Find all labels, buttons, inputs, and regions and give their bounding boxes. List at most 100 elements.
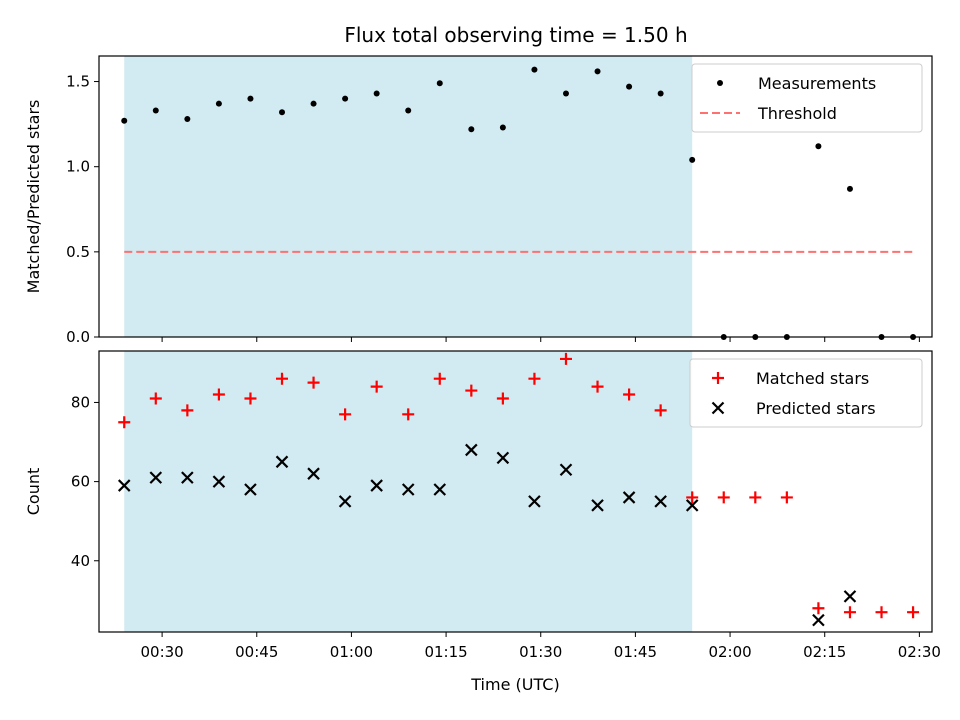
axes-frame [98, 55, 933, 338]
y-tick-label: 1.5 [66, 73, 90, 91]
measurement-point [121, 117, 128, 124]
x-tick-label: 02:15 [803, 643, 846, 661]
measurement-point [468, 126, 475, 133]
axes-frame [98, 350, 933, 633]
measurement-point [499, 124, 506, 131]
matched-star-point [370, 380, 383, 393]
matched-star-point [244, 392, 257, 405]
matched-star-point [339, 408, 352, 421]
y-tick-label: 40 [71, 552, 90, 570]
predicted-star-point [244, 483, 257, 496]
matched-star-point [496, 392, 509, 405]
observing-span-shade [124, 56, 693, 337]
measurement-point [247, 95, 254, 102]
y-axis-label: Count [24, 468, 43, 516]
matched-star-point [591, 380, 604, 393]
matched-star-point [875, 606, 888, 619]
observing-span-shade [124, 351, 693, 632]
x-tick-label: 01:30 [519, 643, 562, 661]
predicted-star-point [843, 590, 857, 603]
measurement-point [436, 80, 443, 87]
matched-star-point [749, 491, 762, 504]
legend-matched-marker [712, 372, 724, 384]
predicted-star-point [181, 471, 194, 484]
measurement-point [279, 109, 286, 116]
measurement-point [310, 100, 317, 107]
matched-star-point [623, 388, 636, 401]
measurement-point [815, 143, 822, 150]
predicted-star-point [433, 483, 447, 496]
top-panel: 0.0 0.5 1.0 1.5 Matched/Predicted stars Measu… [24, 55, 933, 346]
predicted-star-point [496, 451, 510, 465]
y-tick-label: 0.5 [66, 243, 90, 261]
matched-star-point [307, 376, 320, 389]
x-axis-label: Time (UTC) [470, 675, 559, 694]
x-tick-label: 00:45 [235, 643, 278, 661]
predicted-star-point [370, 479, 383, 492]
matched-star-point [528, 372, 541, 385]
series-predicted-stars [117, 443, 857, 627]
matched-star-point [686, 491, 699, 504]
matched-star-point [717, 491, 730, 504]
legend-label: Measurements [758, 74, 876, 93]
matched-star-point [118, 416, 131, 429]
x-tick-label: 01:15 [424, 643, 467, 661]
measurement-point [562, 90, 569, 97]
legend-label: Threshold [757, 104, 837, 123]
measurement-point [405, 107, 412, 114]
predicted-star-point [149, 471, 163, 484]
series-matched-stars [118, 352, 920, 619]
measurement-point [689, 156, 696, 163]
x-tick-label: 01:00 [330, 643, 373, 661]
measurement-point [531, 66, 538, 73]
predicted-star-point [275, 455, 289, 469]
matched-star-point [212, 388, 225, 401]
x-tick-label: 00:30 [140, 643, 183, 661]
predicted-star-point [622, 491, 636, 504]
predicted-star-point [559, 463, 573, 477]
matched-star-point [812, 602, 825, 615]
matched-star-point [654, 404, 667, 417]
predicted-star-point [117, 479, 131, 492]
y-axis-label: Matched/Predicted stars [24, 100, 43, 294]
bottom-panel: 40 60 80 00:30 00:45 01:00 01:15 01:30 01:45 02:0… [24, 350, 941, 694]
measurement-point [184, 116, 191, 123]
predicted-star-point [212, 475, 226, 488]
matched-star-point [433, 372, 446, 385]
predicted-star-point [654, 495, 667, 508]
matched-star-point [465, 384, 478, 397]
measurement-point [152, 107, 159, 114]
measurement-point [626, 83, 633, 90]
matched-star-point [559, 352, 572, 365]
measurement-point [215, 100, 222, 107]
legend-label: Matched stars [756, 369, 869, 388]
predicted-star-point [528, 495, 541, 508]
chart-title: Flux total observing time = 1.50 h [344, 23, 687, 47]
x-tick-label: 02:00 [708, 643, 751, 661]
measurement-point [657, 90, 664, 97]
matched-star-point [276, 372, 289, 385]
legend: Matched stars Predicted stars [689, 358, 923, 428]
legend-box [691, 63, 923, 133]
legend-box [689, 358, 923, 428]
predicted-star-point [401, 483, 415, 496]
predicted-star-point [307, 467, 320, 480]
predicted-star-point [685, 499, 699, 512]
legend-label: Predicted stars [756, 399, 876, 418]
predicted-star-point [812, 613, 825, 627]
x-tick-label: 01:45 [614, 643, 657, 661]
matched-star-point [149, 392, 162, 405]
matched-star-point [907, 606, 920, 619]
predicted-star-point [465, 443, 478, 457]
matched-star-point [181, 404, 194, 417]
legend: Measurements Threshold [691, 63, 923, 133]
x-tick-label: 02:30 [898, 643, 941, 661]
matched-star-point [402, 408, 415, 421]
predicted-star-point [591, 499, 604, 512]
y-tick-label: 1.0 [66, 158, 90, 176]
measurement-point [594, 68, 601, 75]
matched-star-point [780, 491, 793, 504]
measurement-point [342, 95, 349, 102]
measurement-point [373, 90, 380, 97]
